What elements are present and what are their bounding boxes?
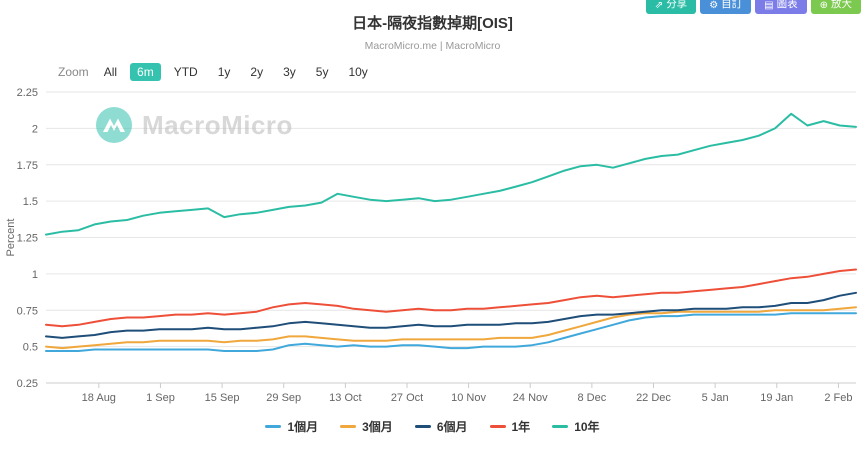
legend-label: 1個月 (287, 420, 319, 434)
zoom-bar: Zoom All 6m YTD 1y 2y 3y 5y 10y (58, 63, 375, 81)
y-tick-label: 1 (32, 269, 38, 281)
zoom-in-button-label: 放大 (831, 0, 852, 10)
series-line-3[interactable] (45, 268, 857, 328)
chart-header: 日本-隔夜指數掉期[OIS] MacroMicro.me | MacroMicr… (0, 12, 865, 52)
y-tick-label: 1.25 (17, 233, 38, 245)
chart-title: 日本-隔夜指數掉期[OIS] (352, 15, 513, 32)
legend-item-2[interactable]: 6個月 (414, 418, 468, 435)
legend-label: 3個月 (362, 420, 393, 434)
legend-item-3[interactable]: 1年 (489, 418, 531, 435)
zoom-option-5y[interactable]: 5y (309, 63, 336, 81)
legend-marker-icon (340, 425, 357, 428)
series-line-2[interactable] (45, 291, 857, 339)
x-tick-label: 27 Oct (391, 392, 423, 404)
y-axis-title: Percent (5, 219, 17, 257)
legend-marker-icon (414, 425, 431, 428)
x-tick-label: 22 Dec (636, 392, 671, 404)
x-tick-label: 2 Feb (824, 392, 852, 404)
legend-marker-icon (265, 425, 282, 428)
x-tick-label: 29 Sep (266, 392, 301, 404)
legend-item-0[interactable]: 1個月 (265, 418, 318, 435)
legend-item-4[interactable]: 10年 (552, 418, 600, 435)
x-tick-label: 19 Jan (760, 392, 793, 404)
zoom-option-6m[interactable]: 6m (130, 63, 161, 81)
zoom-bar-label: Zoom (58, 65, 89, 79)
legend-label: 10年 (574, 420, 600, 434)
zoom-option-10y[interactable]: 10y (341, 63, 374, 81)
x-tick-label: 1 Sep (146, 392, 175, 404)
y-tick-label: 1.75 (17, 160, 38, 172)
chart-type-icon: ▤ (764, 0, 774, 11)
x-tick-label: 15 Sep (205, 392, 240, 404)
share-button-label: 分享 (666, 0, 688, 10)
y-tick-label: 0.25 (17, 378, 38, 390)
legend-marker-icon (489, 425, 506, 428)
y-tick-label: 1.5 (23, 196, 38, 208)
y-tick-label: 2.25 (17, 87, 38, 99)
customize-icon: ⚙ (709, 0, 719, 11)
chart-legend: 1個月 3個月 6個月 1年 10年 (0, 418, 865, 435)
chart-subtitle[interactable]: MacroMicro.me | MacroMicro (364, 40, 501, 52)
y-tick-label: 0.75 (17, 305, 38, 317)
x-tick-label: 10 Nov (451, 392, 486, 404)
series-line-4[interactable] (45, 112, 857, 236)
customize-button[interactable]: ⚙ 自訂 (700, 0, 752, 14)
zoom-option-1y[interactable]: 1y (211, 63, 238, 81)
series-line-0[interactable] (45, 312, 857, 352)
series-line-1[interactable] (45, 306, 857, 350)
chart-type-button-label: 圖表 (776, 0, 798, 10)
zoom-option-3y[interactable]: 3y (276, 63, 303, 81)
x-tick-label: 8 Dec (577, 392, 606, 404)
zoom-option-ytd[interactable]: YTD (167, 63, 205, 81)
legend-item-1[interactable]: 3個月 (340, 418, 393, 435)
legend-label: 6個月 (436, 420, 468, 434)
zoom-in-icon: ⊕ (819, 0, 828, 11)
x-tick-label: 18 Aug (82, 392, 116, 404)
x-tick-label: 24 Nov (513, 392, 548, 404)
x-tick-label: 13 Oct (329, 392, 361, 404)
legend-label: 1年 (511, 420, 531, 434)
y-tick-label: 2 (32, 123, 38, 135)
zoom-in-button[interactable]: ⊕ 放大 (810, 0, 861, 14)
share-button[interactable]: ⇗ 分享 (645, 0, 697, 14)
zoom-option-all[interactable]: All (97, 63, 124, 81)
customize-button-label: 自訂 (721, 0, 743, 10)
legend-marker-icon (552, 425, 569, 428)
chart-type-button[interactable]: ▤ 圖表 (755, 0, 807, 14)
zoom-option-2y[interactable]: 2y (243, 63, 270, 81)
y-tick-label: 0.5 (23, 342, 38, 354)
share-icon: ⇗ (654, 0, 664, 11)
chart-toolbar: ⇗ 分享 ⚙ 自訂 ▤ 圖表 ⊕ 放大 (645, 0, 861, 14)
x-tick-label: 5 Jan (702, 392, 729, 404)
